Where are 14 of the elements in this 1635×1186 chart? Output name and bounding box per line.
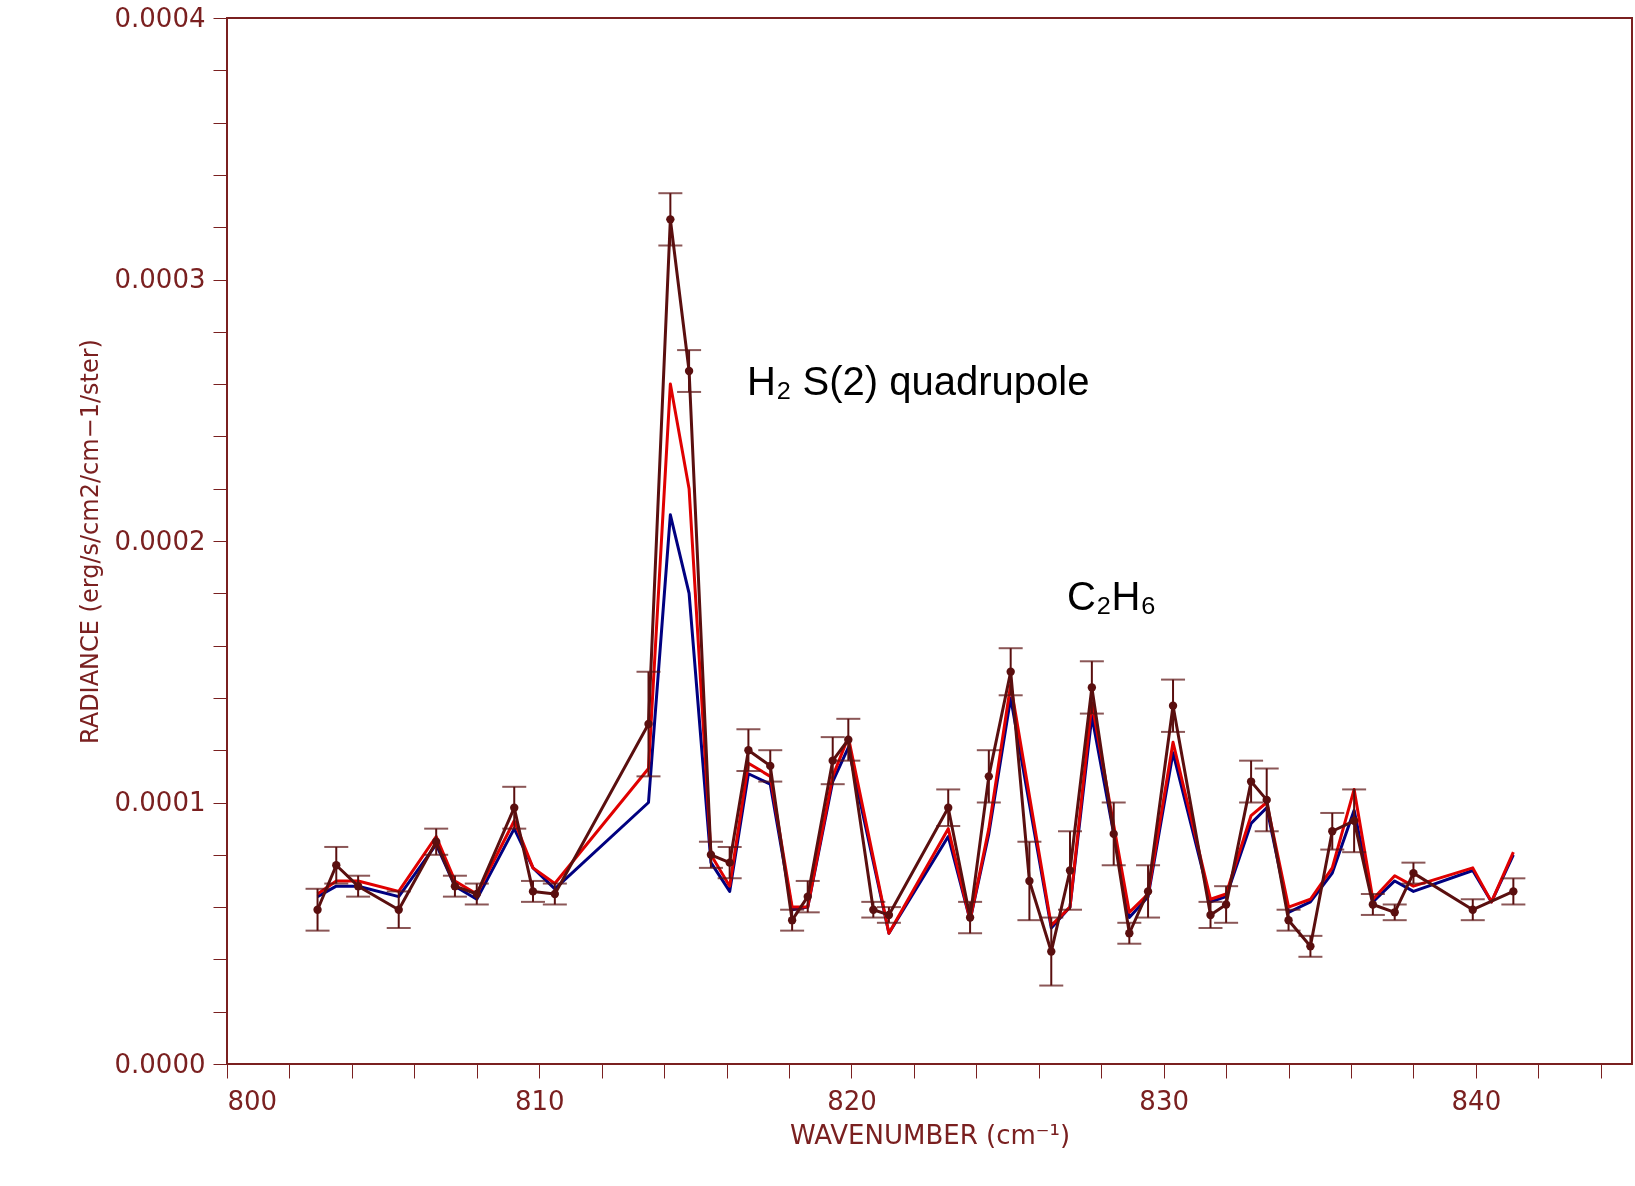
y-tick-label: 0.0001 (114, 787, 206, 817)
annotation: H₂ S(2) quadrupole (747, 359, 1090, 403)
x-tick-label: 820 (827, 1085, 877, 1116)
x-tick-label: 810 (514, 1085, 565, 1116)
y-axis-title: RADIANCE (erg/s/cm2/cm−1/ster) (75, 339, 104, 744)
y-tick-label: 0.0002 (114, 525, 206, 556)
x-tick-label: 800 (227, 1085, 278, 1116)
annotation: C₂H₆ (1067, 574, 1157, 618)
y-tick-label: 0.0003 (114, 264, 206, 294)
x-axis-title: WAVENUMBER (cm⁻¹) (789, 1119, 1071, 1150)
x-tick-label: 840 (1451, 1085, 1502, 1116)
y-tick-label: 0.0004 (114, 2, 206, 33)
x-tick-label: 830 (1139, 1085, 1189, 1116)
y-tick-label: 0.0000 (114, 1048, 206, 1079)
